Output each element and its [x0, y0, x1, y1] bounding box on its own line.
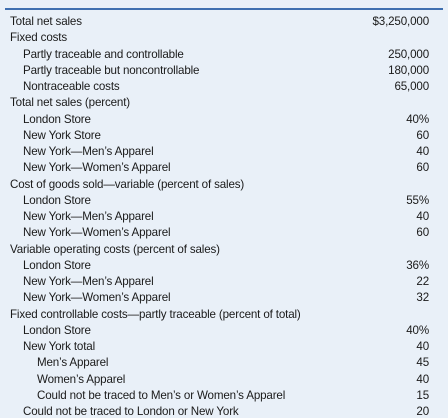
row-value: 40 — [416, 372, 429, 386]
table-row: Partly traceable but noncontrollable 180,… — [0, 63, 448, 79]
row-label: New York Store — [23, 128, 101, 142]
row-value: 40 — [416, 145, 429, 158]
row-label: New York—Women’s Apparel — [23, 291, 171, 305]
row-value: 60 — [416, 128, 429, 142]
table-row: Women’s Apparel 40 — [0, 372, 448, 388]
table-row: New York—Women’s Apparel 60 — [0, 225, 448, 241]
table-row: London Store 36% — [0, 258, 448, 274]
row-label: Variable operating costs (percent of sal… — [10, 242, 220, 256]
row-value: 250,000 — [388, 47, 429, 61]
row-value: 55% — [406, 193, 429, 207]
row-label: London Store — [23, 112, 91, 126]
row-value: 65,000 — [394, 80, 429, 93]
row-value: 36% — [406, 258, 429, 272]
row-label: New York—Men’s Apparel — [23, 210, 154, 223]
row-value: 20 — [416, 405, 429, 418]
table-row: New York—Men’s Apparel 40 — [0, 144, 448, 160]
row-label: London Store — [23, 323, 91, 337]
row-value: $3,250,000 — [372, 15, 429, 28]
row-value: 60 — [416, 226, 429, 240]
row-value: 45 — [416, 356, 429, 370]
table-row: Total net sales $3,250,000 — [0, 14, 448, 30]
row-label: New York—Men’s Apparel — [23, 275, 154, 288]
row-label: New York—Men’s Apparel — [23, 145, 154, 158]
table-row: London Store 40% — [0, 112, 448, 128]
table-row: Variable operating costs (percent of sal… — [0, 242, 448, 258]
table-row: Could not be traced to Men’s or Women’s … — [0, 388, 448, 404]
top-rule — [5, 8, 443, 10]
row-value: 40% — [406, 323, 429, 337]
table-row: New York—Men’s Apparel 22 — [0, 274, 448, 290]
row-label: Could not be traced to Men’s or Women’s … — [37, 388, 286, 402]
row-value: 15 — [416, 388, 429, 402]
row-label: Men’s Apparel — [37, 356, 109, 370]
row-label: Could not be traced to London or New Yor… — [23, 405, 239, 418]
row-value: 40% — [406, 112, 429, 126]
row-label: London Store — [23, 258, 91, 272]
row-label: Total net sales (percent) — [10, 96, 130, 110]
table-row: Fixed controllable costs—partly traceabl… — [0, 307, 448, 323]
row-value: 32 — [416, 291, 429, 305]
table-row: New York—Women’s Apparel 60 — [0, 160, 448, 176]
row-label: Total net sales — [10, 15, 82, 28]
table-row: Men’s Apparel 45 — [0, 355, 448, 371]
row-label: Nontraceable costs — [23, 80, 120, 93]
table-row: Cost of goods sold—variable (percent of … — [0, 177, 448, 193]
row-label: New York—Women’s Apparel — [23, 161, 171, 175]
table-row: New York total 40 — [0, 339, 448, 355]
row-label: Cost of goods sold—variable (percent of … — [10, 177, 245, 191]
row-label: Women’s Apparel — [37, 372, 126, 386]
table-row: Partly traceable and controllable 250,000 — [0, 47, 448, 63]
row-label: Fixed controllable costs—partly traceabl… — [10, 307, 301, 321]
table-row: Total net sales (percent) — [0, 95, 448, 111]
row-value: 22 — [416, 275, 429, 288]
table-row: Nontraceable costs 65,000 — [0, 79, 448, 95]
table-row: Could not be traced to London or New Yor… — [0, 404, 448, 420]
table-row: London Store 40% — [0, 323, 448, 339]
row-label: Fixed costs — [10, 31, 67, 45]
table-body: Total net sales $3,250,000 Fixed costs Part… — [0, 14, 448, 420]
row-label: Partly traceable and controllable — [23, 47, 184, 61]
table-row: New York Store 60 — [0, 128, 448, 144]
row-label: Partly traceable but noncontrollable — [23, 63, 200, 77]
row-label: New York total — [23, 340, 96, 353]
table-row: Fixed costs — [0, 30, 448, 46]
row-value: 60 — [416, 161, 429, 175]
row-value: 180,000 — [388, 63, 429, 77]
table-row: New York—Women’s Apparel 32 — [0, 290, 448, 306]
row-label: New York—Women’s Apparel — [23, 226, 171, 240]
table-row: London Store 55% — [0, 193, 448, 209]
row-label: London Store — [23, 193, 91, 207]
table-row: New York—Men’s Apparel 40 — [0, 209, 448, 225]
row-value: 40 — [416, 210, 429, 223]
row-value: 40 — [416, 340, 429, 353]
